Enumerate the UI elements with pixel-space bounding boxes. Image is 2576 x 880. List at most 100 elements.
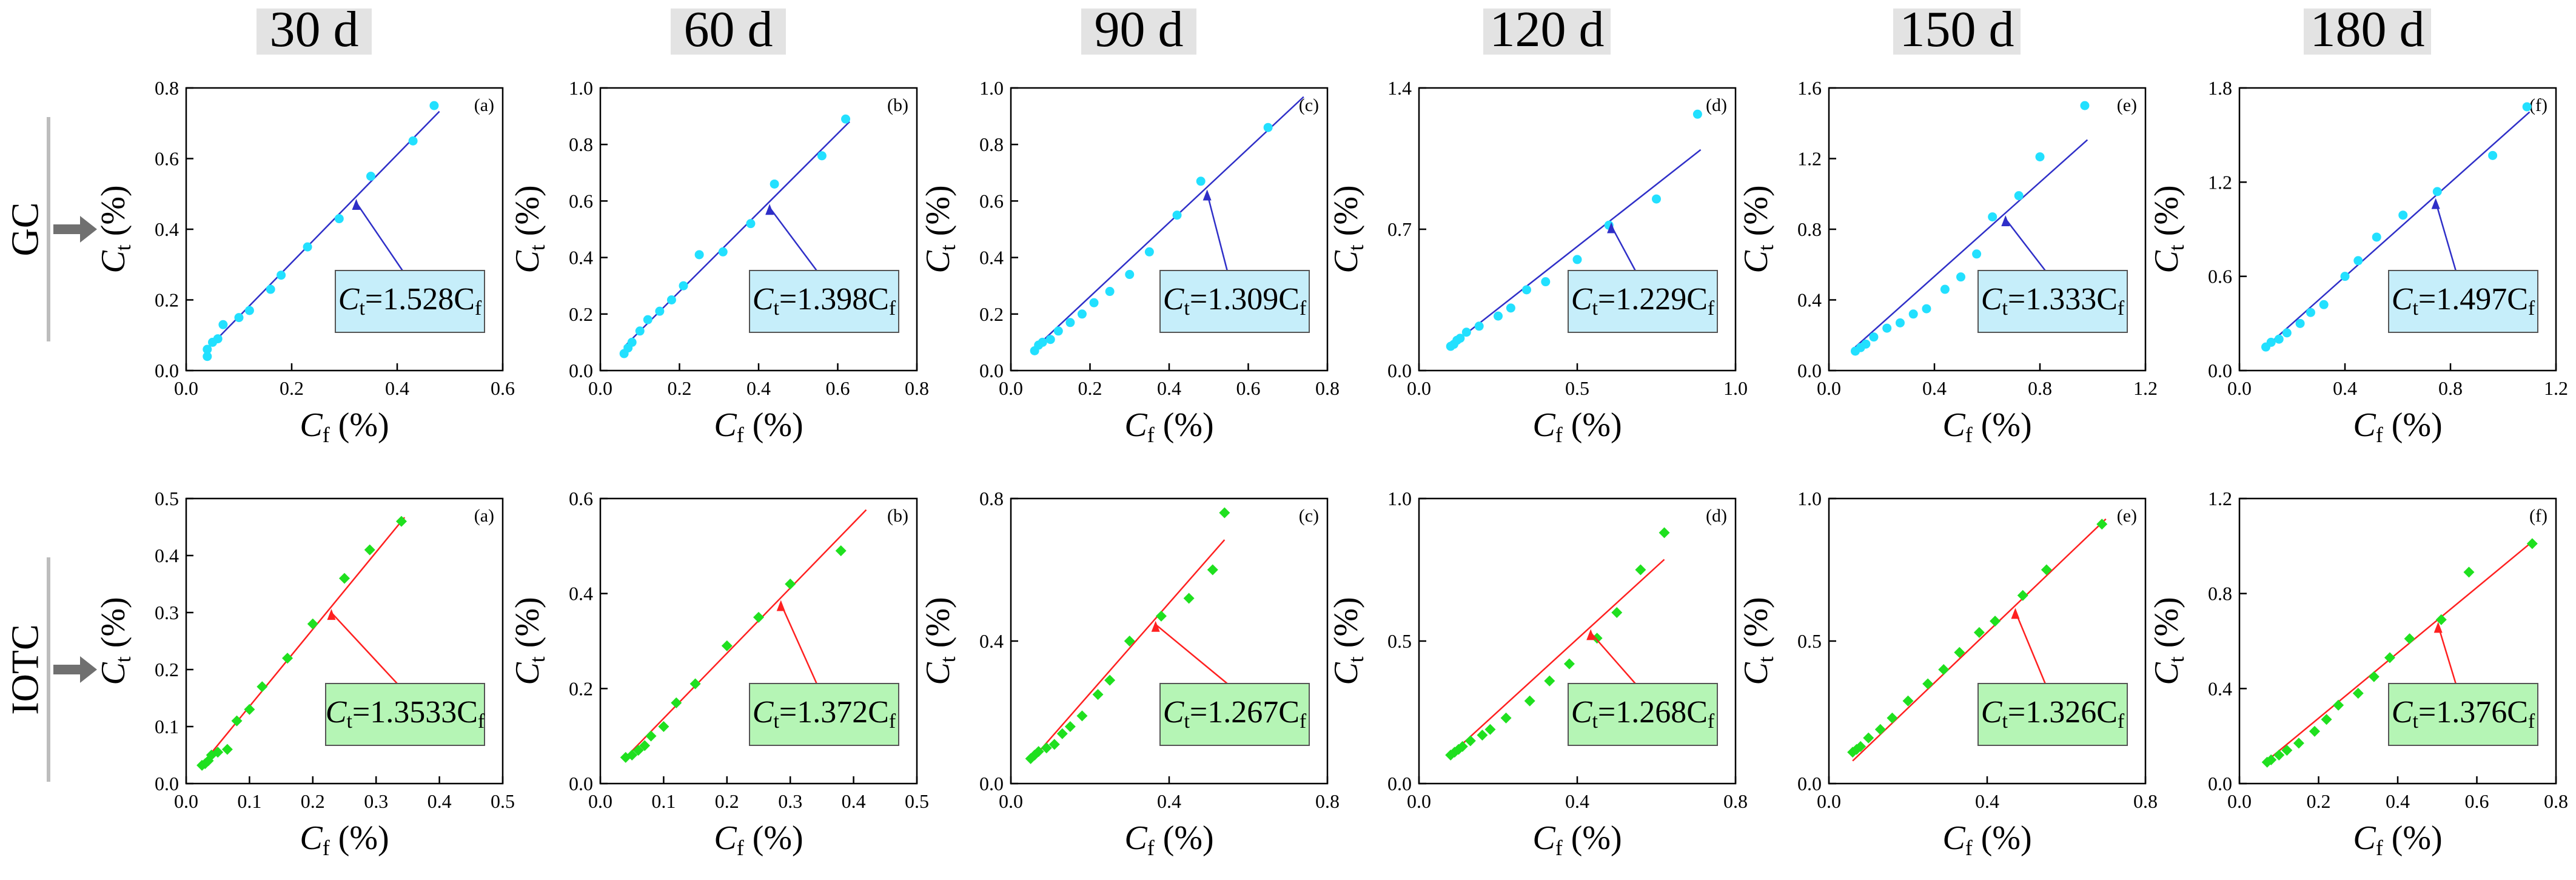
- x-tick-label: 0.1: [651, 790, 676, 812]
- x-tick-label: 0.3: [778, 790, 802, 812]
- data-point: [231, 715, 243, 727]
- y-tick-label: 0.2: [569, 303, 593, 325]
- pointer-arrowhead-icon: [765, 204, 774, 215]
- y-axis-label: Ct (%): [1737, 185, 1778, 273]
- data-point: [1053, 326, 1063, 336]
- column-header: 120 d: [1490, 1, 1605, 58]
- data-point: [1144, 247, 1154, 257]
- data-point: [1033, 746, 1044, 757]
- x-axis-label: Cf (%): [300, 819, 389, 860]
- panel-label: (a): [474, 95, 494, 115]
- equation-box: [335, 270, 485, 333]
- data-point: [655, 306, 665, 316]
- x-tick-label: 0.2: [1078, 377, 1102, 399]
- equation-text: Ct=1.268Cf: [1571, 695, 1715, 733]
- data-point: [2368, 671, 2380, 682]
- x-tick-label: 1.2: [2544, 377, 2568, 399]
- data-point: [1635, 564, 1646, 576]
- data-point: [1895, 318, 1905, 327]
- y-tick-label: 0.0: [2208, 360, 2232, 381]
- data-point: [1461, 327, 1471, 337]
- data-point: [1077, 309, 1087, 319]
- data-point: [1500, 712, 1512, 724]
- data-point: [1922, 678, 1934, 690]
- data-point: [2266, 754, 2277, 765]
- y-tick-label: 0.4: [155, 218, 179, 240]
- x-tick-label: 0.8: [2133, 790, 2158, 812]
- data-point: [244, 704, 255, 715]
- x-axis-label: Cf (%): [1942, 819, 2031, 860]
- equation-box: [1568, 270, 1718, 333]
- y-tick-label: 1.0: [979, 77, 1004, 99]
- data-point: [1908, 309, 1918, 319]
- x-tick-label: 0.0: [1407, 377, 1431, 399]
- pointer-arrowhead-icon: [327, 609, 336, 620]
- x-tick-label: 0.6: [826, 377, 850, 399]
- data-point: [2035, 152, 2045, 162]
- column-header-bg: [2304, 8, 2431, 55]
- data-point: [2333, 699, 2344, 711]
- data-point: [1869, 332, 1879, 342]
- y-axis-label: Ct (%): [919, 597, 960, 685]
- fit-line: [1030, 539, 1226, 762]
- data-point: [1125, 270, 1135, 280]
- data-point: [2309, 725, 2320, 737]
- y-tick-label: 0.0: [155, 773, 179, 794]
- y-axis-label: Ct (%): [1737, 597, 1778, 685]
- y-tick-label: 0.8: [1797, 218, 1822, 240]
- data-point: [2352, 688, 2364, 699]
- panel-gc-90d: 0.0 0.2 0.4 0.6 0.8 0.0 0.2 0.4 0.6 0.8 1.0 Cf (%) C…: [919, 77, 1340, 447]
- data-point: [366, 172, 375, 181]
- data-point: [277, 270, 286, 280]
- data-point: [2463, 566, 2475, 578]
- pointer-arrowhead-icon: [2001, 215, 2010, 227]
- data-point: [689, 678, 701, 690]
- y-tick-label: 0.6: [155, 148, 179, 170]
- data-point: [203, 352, 212, 361]
- data-point: [1464, 735, 1476, 747]
- pointer-arrowhead-icon: [1607, 222, 1616, 233]
- data-point: [2435, 614, 2447, 625]
- data-point: [221, 744, 233, 755]
- data-point: [1064, 721, 1076, 732]
- data-point: [1104, 674, 1116, 686]
- y-tick-label: 0.4: [569, 583, 593, 605]
- y-tick-label: 1.6: [1797, 77, 1822, 99]
- data-point: [307, 618, 318, 630]
- data-point: [718, 247, 728, 257]
- x-axis-label: Cf (%): [1532, 819, 1622, 860]
- equation-box: [1977, 270, 2128, 333]
- y-tick-label: 1.0: [1797, 488, 1822, 509]
- data-point: [2353, 256, 2363, 266]
- y-tick-label: 0.5: [1797, 630, 1822, 652]
- data-point: [1563, 658, 1575, 670]
- x-tick-label: 0.5: [1565, 377, 1589, 399]
- panel-label: (d): [1706, 95, 1727, 115]
- x-axis-label: Cf (%): [714, 406, 803, 447]
- column-header: 30 d: [270, 1, 359, 58]
- panel-gc-120d: 0.0 0.5 1.0 0.0 0.7 1.4 Cf (%) Ct (%) (d) Ct=1.22…: [1327, 77, 1748, 447]
- x-axis-label: Cf (%): [714, 819, 803, 860]
- data-point: [1572, 255, 1582, 264]
- data-point: [785, 579, 796, 589]
- x-tick-label: 0.0: [174, 377, 198, 399]
- y-axis-label: Ct (%): [2148, 185, 2189, 273]
- data-point: [2274, 334, 2284, 344]
- data-point: [2404, 633, 2415, 645]
- data-point: [2522, 102, 2532, 112]
- data-point: [1988, 212, 1997, 222]
- y-tick-label: 0.2: [979, 303, 1004, 325]
- x-tick-label: 0.5: [491, 790, 515, 812]
- equation-pointer: [780, 603, 817, 684]
- equation-pointer: [2014, 611, 2046, 684]
- data-point: [266, 284, 275, 294]
- fit-line: [1034, 96, 1304, 349]
- equation-box: [749, 270, 899, 333]
- data-point: [1041, 742, 1052, 754]
- y-tick-label: 0.3: [155, 602, 179, 623]
- x-tick-label: 0.0: [588, 790, 612, 812]
- y-tick-label: 0.8: [569, 133, 593, 155]
- data-point: [1874, 724, 1886, 735]
- equation-box: [749, 683, 899, 746]
- y-tick-label: 1.0: [1387, 488, 1412, 509]
